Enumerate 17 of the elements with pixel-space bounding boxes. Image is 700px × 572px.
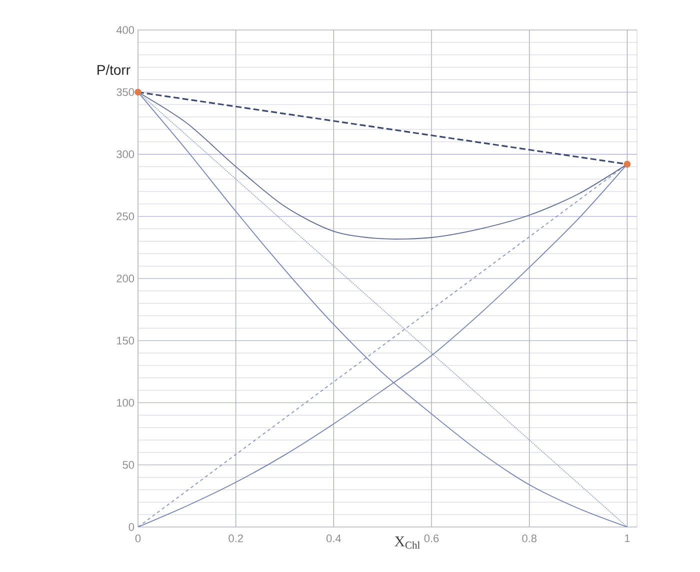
x-tick-label: 0.4 <box>326 534 341 542</box>
y-tick-label: 350 <box>116 88 134 96</box>
y-tick-label: 300 <box>116 150 134 158</box>
x-tick-label: 1 <box>625 534 630 542</box>
y-tick-label: 0 <box>128 523 134 531</box>
x-axis-title: X$_{Chl}$ <box>394 536 420 549</box>
y-tick-label: 50 <box>122 461 134 469</box>
x-tick-label: 0.6 <box>424 534 439 542</box>
x-tick-label: 0.8 <box>522 534 537 542</box>
y-tick-label: 400 <box>116 26 134 34</box>
x-tick-label: 0 <box>135 534 141 542</box>
y-tick-label: 250 <box>116 212 134 220</box>
y-tick-label: 100 <box>117 398 134 407</box>
y-tick-label: 150 <box>117 336 134 345</box>
x-tick-label: 0.2 <box>228 534 243 542</box>
y-tick-label: 200 <box>116 274 134 282</box>
y-axis-title: P/torr <box>98 64 130 75</box>
